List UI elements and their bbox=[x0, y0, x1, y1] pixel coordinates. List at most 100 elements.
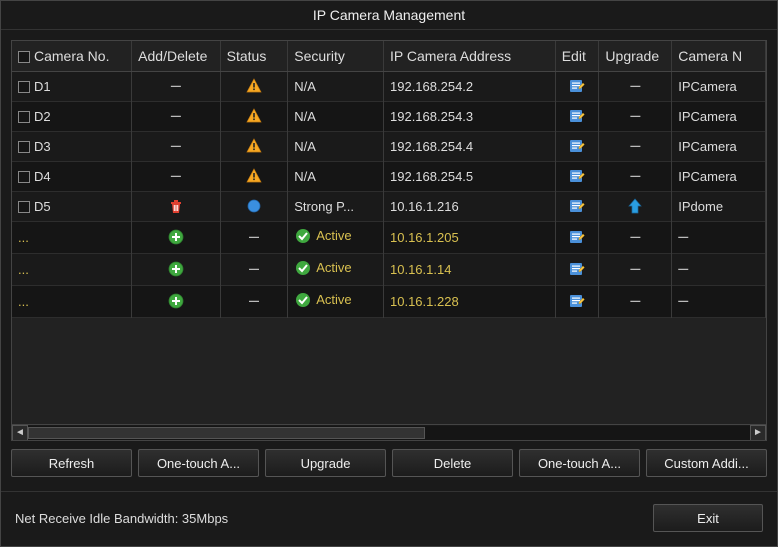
edit-icon[interactable] bbox=[568, 292, 586, 310]
cell-ip-address: 10.16.1.14 bbox=[384, 253, 556, 285]
cell-status bbox=[220, 71, 288, 101]
col-status[interactable]: Status bbox=[220, 41, 288, 71]
cell-add-delete bbox=[132, 253, 220, 285]
window: IP Camera Management Camera No. Add/Dele… bbox=[0, 0, 778, 547]
cell-status bbox=[220, 191, 288, 221]
cell-status: – bbox=[220, 221, 288, 253]
warning-icon bbox=[245, 137, 263, 155]
dash-icon: – bbox=[630, 139, 640, 151]
col-security[interactable]: Security bbox=[288, 41, 384, 71]
cell-add-delete: – bbox=[132, 71, 220, 101]
cell-edit bbox=[555, 131, 599, 161]
toolbar: Refresh One-touch A... Upgrade Delete On… bbox=[1, 441, 777, 491]
refresh-button[interactable]: Refresh bbox=[11, 449, 132, 477]
camera-id-label: D4 bbox=[34, 169, 51, 184]
edit-icon[interactable] bbox=[568, 260, 586, 278]
scroll-track[interactable] bbox=[28, 426, 750, 440]
table-row[interactable]: D1–N/A192.168.254.2–IPCamera bbox=[12, 71, 766, 101]
one-touch-a-button-2[interactable]: One-touch A... bbox=[519, 449, 640, 477]
cell-upgrade: – bbox=[599, 131, 672, 161]
cell-ip-address: 192.168.254.5 bbox=[384, 161, 556, 191]
dash-icon: – bbox=[630, 262, 640, 274]
status-circle-icon bbox=[245, 197, 263, 215]
scroll-thumb[interactable] bbox=[28, 427, 425, 439]
cell-camera-no: D2 bbox=[12, 101, 132, 131]
edit-icon[interactable] bbox=[568, 197, 586, 215]
dash-icon: – bbox=[678, 230, 688, 242]
row-checkbox[interactable] bbox=[18, 81, 30, 93]
cell-camera-no: ... bbox=[12, 285, 132, 317]
cell-edit bbox=[555, 71, 599, 101]
scroll-right-arrow[interactable]: ► bbox=[750, 425, 766, 441]
cell-add-delete bbox=[132, 285, 220, 317]
table-row[interactable]: D4–N/A192.168.254.5–IPCamera bbox=[12, 161, 766, 191]
edit-icon[interactable] bbox=[568, 137, 586, 155]
table-empty-area bbox=[12, 318, 766, 425]
upgrade-button[interactable]: Upgrade bbox=[265, 449, 386, 477]
add-icon[interactable] bbox=[167, 260, 185, 278]
cell-edit bbox=[555, 221, 599, 253]
col-camera-name[interactable]: Camera N bbox=[672, 41, 766, 71]
delete-button[interactable]: Delete bbox=[392, 449, 513, 477]
active-check-icon bbox=[294, 259, 312, 277]
security-label: Active bbox=[316, 260, 351, 275]
camera-id-label: D2 bbox=[34, 109, 51, 124]
table-row[interactable]: D2–N/A192.168.254.3–IPCamera bbox=[12, 101, 766, 131]
col-edit[interactable]: Edit bbox=[555, 41, 599, 71]
cell-camera-no: ... bbox=[12, 221, 132, 253]
horizontal-scrollbar[interactable]: ◄ ► bbox=[12, 424, 766, 440]
camera-id-label: D3 bbox=[34, 139, 51, 154]
table-row[interactable]: D5Strong P...10.16.1.216IPdome bbox=[12, 191, 766, 221]
cell-edit bbox=[555, 161, 599, 191]
cell-security: Strong P... bbox=[288, 191, 384, 221]
cell-add-delete bbox=[132, 221, 220, 253]
table-row[interactable]: D3–N/A192.168.254.4–IPCamera bbox=[12, 131, 766, 161]
cell-edit bbox=[555, 191, 599, 221]
table-row[interactable]: ...–Active10.16.1.205–– bbox=[12, 221, 766, 253]
one-touch-a-button-1[interactable]: One-touch A... bbox=[138, 449, 259, 477]
cell-camera-name: IPdome bbox=[672, 191, 766, 221]
custom-add-button[interactable]: Custom Addi... bbox=[646, 449, 767, 477]
camera-id-label: ... bbox=[18, 262, 29, 277]
upgrade-arrow-icon[interactable] bbox=[626, 197, 644, 215]
row-checkbox[interactable] bbox=[18, 201, 30, 213]
edit-icon[interactable] bbox=[568, 77, 586, 95]
col-ip-address[interactable]: IP Camera Address bbox=[384, 41, 556, 71]
dash-icon: – bbox=[678, 262, 688, 274]
cell-upgrade: – bbox=[599, 71, 672, 101]
row-checkbox[interactable] bbox=[18, 171, 30, 183]
cell-add-delete: – bbox=[132, 161, 220, 191]
active-check-icon bbox=[294, 227, 312, 245]
col-add-delete[interactable]: Add/Delete bbox=[132, 41, 220, 71]
table-row[interactable]: ...–Active10.16.1.228–– bbox=[12, 285, 766, 317]
col-camera-no[interactable]: Camera No. bbox=[12, 41, 132, 71]
security-label: Active bbox=[316, 228, 351, 243]
exit-button[interactable]: Exit bbox=[653, 504, 763, 532]
dash-icon: – bbox=[171, 79, 181, 91]
cell-camera-no: D4 bbox=[12, 161, 132, 191]
cell-security: N/A bbox=[288, 101, 384, 131]
cell-edit bbox=[555, 101, 599, 131]
select-all-checkbox[interactable] bbox=[18, 51, 30, 63]
cell-upgrade: – bbox=[599, 221, 672, 253]
cell-camera-no: ... bbox=[12, 253, 132, 285]
cell-security: Active bbox=[288, 253, 384, 285]
cell-camera-no: D1 bbox=[12, 71, 132, 101]
scroll-left-arrow[interactable]: ◄ bbox=[12, 425, 28, 441]
cell-security: N/A bbox=[288, 71, 384, 101]
camera-id-label: D1 bbox=[34, 79, 51, 94]
dash-icon: – bbox=[630, 79, 640, 91]
trash-icon[interactable] bbox=[167, 197, 185, 215]
table-row[interactable]: ...–Active10.16.1.14–– bbox=[12, 253, 766, 285]
edit-icon[interactable] bbox=[568, 107, 586, 125]
warning-icon bbox=[245, 77, 263, 95]
row-checkbox[interactable] bbox=[18, 111, 30, 123]
add-icon[interactable] bbox=[167, 228, 185, 246]
edit-icon[interactable] bbox=[568, 167, 586, 185]
warning-icon bbox=[245, 107, 263, 125]
add-icon[interactable] bbox=[167, 292, 185, 310]
row-checkbox[interactable] bbox=[18, 141, 30, 153]
security-label: Active bbox=[316, 292, 351, 307]
col-upgrade[interactable]: Upgrade bbox=[599, 41, 672, 71]
edit-icon[interactable] bbox=[568, 228, 586, 246]
